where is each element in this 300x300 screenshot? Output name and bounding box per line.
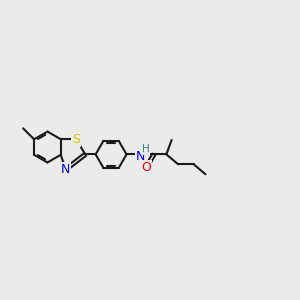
Text: N: N [136, 150, 146, 163]
Text: O: O [141, 161, 151, 174]
Text: N: N [61, 163, 70, 176]
Text: S: S [72, 133, 80, 146]
Text: H: H [142, 144, 149, 154]
